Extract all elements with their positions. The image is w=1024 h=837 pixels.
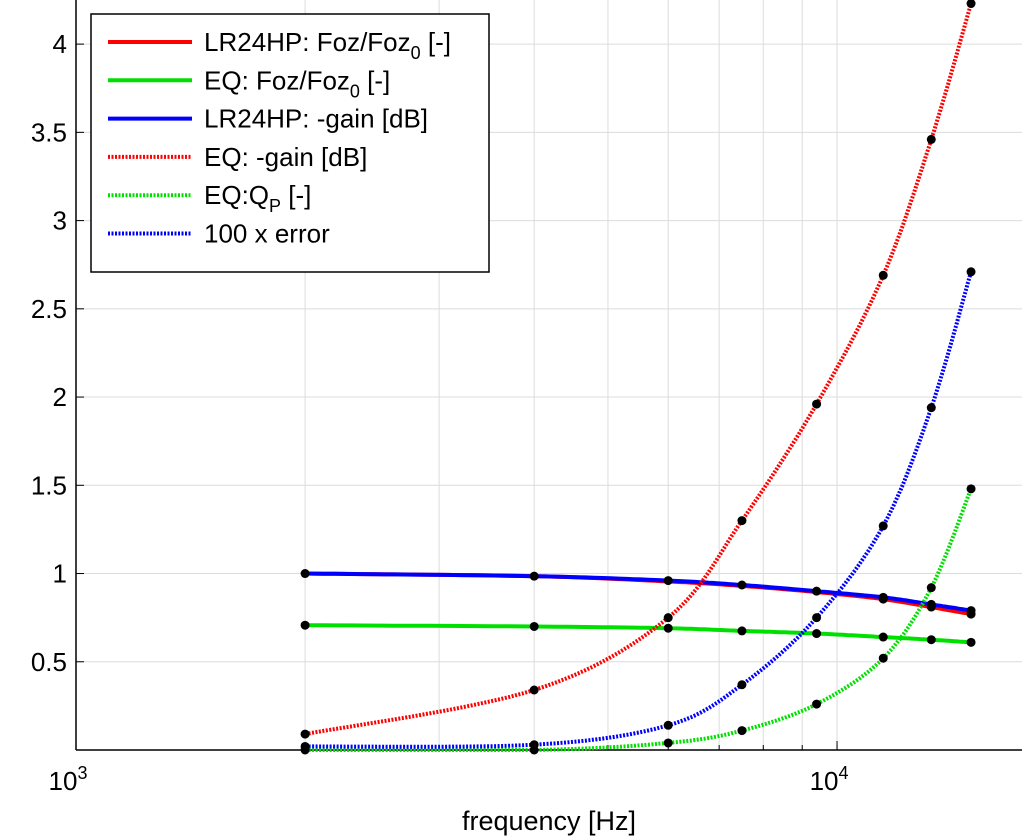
data-marker <box>300 569 310 579</box>
legend-label-error: 100 x error <box>204 219 330 249</box>
x-tick-label: 104 <box>810 763 849 796</box>
grid <box>76 0 1022 750</box>
data-marker <box>926 602 936 612</box>
data-marker <box>663 720 673 730</box>
data-marker <box>737 726 747 736</box>
data-marker <box>529 621 539 631</box>
legend-label-eq_foz: EQ: Foz/Foz0 [-] <box>204 65 390 101</box>
y-tick-label: 1 <box>53 559 67 589</box>
y-tick-label: 1.5 <box>31 470 67 500</box>
series-line-error <box>305 271 974 749</box>
y-tick-label: 2.5 <box>31 294 67 324</box>
data-marker <box>966 609 976 619</box>
series-line-eq_qp <box>305 488 973 752</box>
data-marker <box>878 632 888 642</box>
data-marker <box>529 685 539 695</box>
series-line-eq_gain <box>304 2 974 737</box>
y-tick-label: 0.5 <box>31 647 67 677</box>
data-marker <box>812 699 822 709</box>
data-marker <box>812 613 822 623</box>
x-tick-label: 103 <box>49 763 88 796</box>
y-tick-label: 2 <box>53 382 67 412</box>
data-marker <box>663 623 673 633</box>
series-lines <box>304 2 974 752</box>
data-marker <box>812 629 822 639</box>
data-marker <box>737 580 747 590</box>
data-marker <box>878 270 888 280</box>
x-axis-label: frequency [Hz] <box>462 806 636 836</box>
data-marker <box>737 680 747 690</box>
data-marker <box>966 637 976 647</box>
series-line-lr_gain <box>305 571 972 613</box>
data-marker <box>878 521 888 531</box>
axes: 0.5 1 1.5 2 2.5 3 3.5 4 103 104 <box>31 0 1022 796</box>
data-marker <box>966 484 976 494</box>
legend-box <box>90 13 490 273</box>
data-marker <box>926 403 936 413</box>
data-marker <box>926 134 936 144</box>
data-marker <box>529 740 539 750</box>
data-marker <box>926 635 936 645</box>
y-tick-label: 4 <box>53 29 67 59</box>
data-marker <box>812 586 822 596</box>
data-marker <box>878 653 888 663</box>
legend-label-lr_gain: LR24HP: -gain [dB] <box>204 104 428 134</box>
data-marker <box>966 0 976 9</box>
legend-label-eq_qp: EQ:QP [-] <box>204 180 311 216</box>
y-tick-label: 3 <box>53 206 67 236</box>
data-marker <box>663 576 673 586</box>
data-markers <box>300 0 976 755</box>
data-marker <box>812 399 822 409</box>
data-marker <box>737 626 747 636</box>
y-tick-label: 3.5 <box>31 117 67 147</box>
data-marker <box>737 516 747 526</box>
data-marker <box>966 267 976 277</box>
data-marker <box>663 738 673 748</box>
series-line-eq_foz <box>305 623 972 645</box>
legend: LR24HP: Foz/Foz0 [-]EQ: Foz/Foz0 [-]LR24… <box>90 13 490 273</box>
data-marker <box>529 571 539 581</box>
data-marker <box>300 729 310 739</box>
legend-label-lr_foz: LR24HP: Foz/Foz0 [-] <box>204 27 451 63</box>
data-marker <box>300 620 310 630</box>
legend-label-eq_gain: EQ: -gain [dB] <box>204 142 367 172</box>
data-marker <box>878 594 888 604</box>
data-marker <box>300 741 310 751</box>
data-marker <box>663 613 673 623</box>
data-marker <box>926 583 936 593</box>
